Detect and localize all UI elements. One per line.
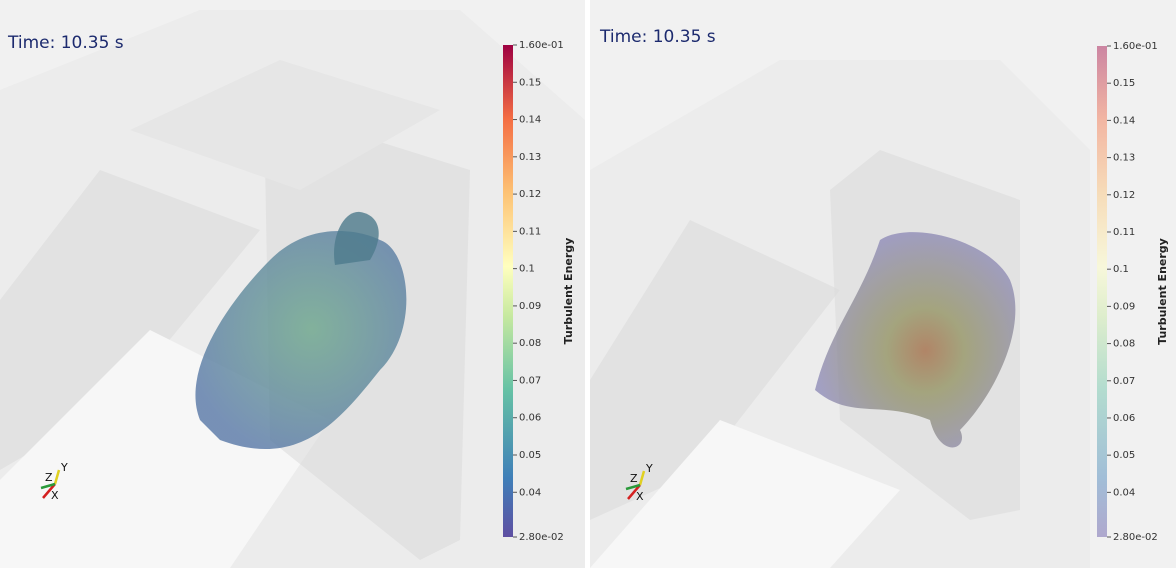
colorbar-tick-label: 0.05 [1113, 450, 1135, 461]
colorbar-tick-label: 0.09 [1113, 301, 1135, 312]
right-scene [590, 0, 1176, 568]
colorbar-tick-label: 0.1 [519, 264, 535, 275]
colorbar-tick-label: 0.06 [1113, 413, 1135, 424]
colorbar-tick-label: 0.04 [519, 487, 541, 498]
axis-y-label: Y [60, 461, 68, 474]
colorbar-title: Turbulent Energy [1156, 238, 1169, 345]
time-label: Time: 10.35 s [599, 27, 716, 47]
colorbar-tick-label: 0.15 [1113, 78, 1135, 89]
colorbar-tick-label: 0.14 [519, 115, 541, 126]
screenshot: Time: 10.35 s 2.80e-02 0.04 0.05 0.06 0.07 0.0… [0, 0, 1176, 568]
colorbar-tick-label: 0.06 [519, 413, 541, 424]
colorbar-tick-label: 1.60e-01 [1113, 41, 1158, 52]
colorbar-tick-label: 0.07 [519, 375, 541, 386]
colorbar-tick-label: 2.80e-02 [519, 532, 564, 543]
colorbar-tick-label: 0.13 [519, 152, 541, 163]
colorbar-tick-label: 2.80e-02 [1113, 532, 1158, 543]
colorbar-tick-label: 0.13 [1113, 153, 1135, 164]
time-label: Time: 10.35 s [7, 33, 124, 53]
colorbar-tick-label: 0.12 [1113, 190, 1135, 201]
colorbar-tick-label: 0.15 [519, 77, 541, 88]
colorbar-tick-label: 0.04 [1113, 487, 1135, 498]
colorbar [1097, 46, 1107, 537]
colorbar-tick-label: 0.05 [519, 450, 541, 461]
colorbar-tick-label: 0.08 [1113, 339, 1135, 350]
axis-z-label: Z [630, 472, 638, 485]
colorbar-title: Turbulent Energy [562, 238, 575, 345]
axis-z-label: Z [45, 471, 53, 484]
colorbar-tick-label: 0.11 [519, 226, 541, 237]
axis-x-label: X [51, 489, 59, 502]
colorbar-tick-label: 0.11 [1113, 227, 1135, 238]
axis-y-label: Y [645, 462, 653, 475]
colorbar [503, 45, 513, 537]
colorbar-tick-label: 0.14 [1113, 115, 1135, 126]
colorbar-tick-label: 0.08 [519, 338, 541, 349]
left-scene [0, 0, 585, 568]
colorbar-tick-label: 0.07 [1113, 376, 1135, 387]
colorbar-tick-label: 0.09 [519, 301, 541, 312]
axis-x-label: X [636, 490, 644, 503]
colorbar-tick-label: 1.60e-01 [519, 40, 564, 51]
colorbar-tick-label: 0.1 [1113, 264, 1129, 275]
colorbar-tick-label: 0.12 [519, 189, 541, 200]
